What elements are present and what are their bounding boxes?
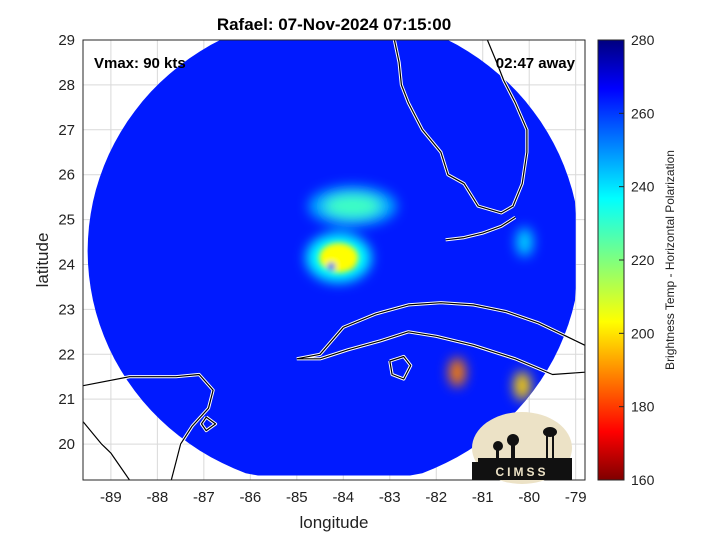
- x-tick-label: -87: [193, 489, 215, 506]
- logo-text: CIMSS: [495, 465, 548, 479]
- feature-convection: [513, 371, 531, 401]
- brightness-swath: [87, 40, 576, 476]
- x-tick-label: -85: [286, 489, 308, 506]
- coastline-cuba: [296, 302, 585, 376]
- coastline-isla-juventud: [389, 355, 412, 380]
- coastline-florida-east: [486, 40, 528, 207]
- coastline-yucatan: [83, 373, 214, 480]
- colorbar-tick-label: 260: [631, 105, 655, 121]
- colorbar-label: Brightness Temp - Horizontal Polarizatio…: [663, 150, 677, 370]
- chart-title: Rafael: 07-Nov-2024 07:15:00: [217, 15, 451, 34]
- y-tick-label: 26: [58, 167, 75, 184]
- x-tick-label: -89: [100, 489, 122, 506]
- coastline-florida-keys: [445, 216, 516, 241]
- feature-convection: [448, 357, 466, 387]
- coastlines: [83, 40, 585, 480]
- y-tick-label: 24: [58, 256, 75, 273]
- x-tick-label: -84: [332, 489, 354, 506]
- time-away-annotation: 02:47 away: [496, 55, 576, 72]
- y-tick-label: 20: [58, 436, 75, 453]
- y-axis-label: latitude: [33, 233, 52, 288]
- y-tick-label: 22: [58, 346, 75, 363]
- x-tick-label: -82: [425, 489, 447, 506]
- y-axis-ticks: 20 21 22 23 24 25 26 27 28 29: [58, 32, 75, 453]
- x-tick-label: -79: [565, 489, 587, 506]
- vmax-annotation: Vmax: 90 kts: [94, 55, 186, 72]
- feature-convection: [516, 227, 533, 257]
- coastline-yucatan-inland: [83, 421, 130, 480]
- x-tick-label: -81: [472, 489, 494, 506]
- colorbar-tick-label: 200: [631, 325, 655, 341]
- logo-silhouette: [478, 427, 572, 463]
- x-tick-label: -86: [239, 489, 261, 506]
- coastline-florida-west: [393, 40, 514, 214]
- coastline-cozumel: [200, 416, 217, 432]
- feature-rainband: [324, 194, 381, 218]
- y-tick-label: 23: [58, 301, 75, 318]
- logo-banner: [472, 462, 572, 480]
- y-tick-label: 21: [58, 391, 75, 408]
- x-tick-label: -80: [518, 489, 540, 506]
- colorbar-tick-label: 160: [631, 472, 655, 488]
- x-tick-label: -88: [147, 489, 169, 506]
- eyewall-layer: [319, 242, 359, 273]
- colorbar-tick-label: 220: [631, 252, 655, 268]
- y-tick-label: 27: [58, 122, 75, 139]
- colorbar-tick-label: 240: [631, 179, 655, 195]
- colorbar-tick-label: 180: [631, 399, 655, 415]
- plot-frame: [82, 39, 586, 481]
- y-tick-label: 25: [58, 212, 75, 229]
- colorbar-tick-label: 280: [631, 32, 655, 48]
- x-axis-ticks: -89 -88 -87 -86 -85 -84 -83 -82 -81 -80 -79: [100, 489, 587, 506]
- feature-eyewall: [319, 242, 359, 273]
- y-tick-label: 28: [58, 77, 75, 94]
- cimss-logo: CIMSS: [472, 412, 572, 484]
- eye-center: [327, 262, 336, 271]
- x-tick-label: -83: [379, 489, 401, 506]
- colorbar-ticks: 160 180 200 220 240 260 280: [619, 32, 655, 488]
- x-axis-label: longitude: [299, 513, 368, 532]
- y-tick-label: 29: [58, 32, 75, 49]
